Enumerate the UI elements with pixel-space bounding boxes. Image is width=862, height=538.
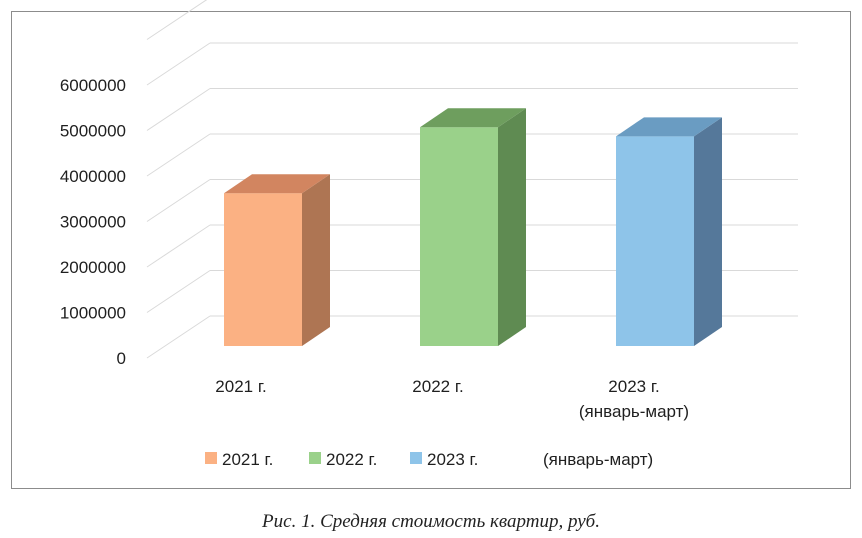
y-axis: 0 1000000 2000000 3000000 4000000 5000000 6000… <box>60 76 126 368</box>
gridline-diagonal <box>146 179 211 222</box>
y-tick-label: 0 <box>117 349 126 368</box>
bar-front <box>224 193 302 346</box>
bar <box>420 108 526 346</box>
bar-side <box>302 174 330 346</box>
y-tick-label: 3000000 <box>60 213 126 232</box>
legend-item: 2021 г. <box>205 450 273 469</box>
bar-top <box>616 117 722 137</box>
bars <box>224 108 722 346</box>
y-tick-label: 4000000 <box>60 167 126 186</box>
x-tick-label: 2022 г. <box>412 377 463 396</box>
gridline-diagonal <box>146 88 211 131</box>
legend-label: 2021 г. <box>222 450 273 469</box>
legend-swatch <box>205 452 217 464</box>
y-tick-label: 2000000 <box>60 258 126 277</box>
legend-item: 2023 г. <box>410 450 478 469</box>
gridline-diagonal <box>146 270 211 313</box>
gridline-diagonal <box>146 42 211 86</box>
legend-swatch <box>410 452 422 464</box>
x-tick-label-line2: (январь-март) <box>579 402 689 421</box>
y-tick-label: 6000000 <box>60 76 126 95</box>
bar-front <box>616 136 694 346</box>
gridline-diagonal <box>146 315 211 359</box>
bar-top <box>224 174 330 194</box>
y-tick-label: 5000000 <box>60 122 126 141</box>
figure-caption: Рис. 1. Средняя стоимость квартир, руб. <box>262 511 600 532</box>
bar-side <box>498 108 526 346</box>
y-tick-label: 1000000 <box>60 304 126 323</box>
bar <box>616 117 722 346</box>
bar-side <box>694 117 722 346</box>
bar-top <box>420 108 526 128</box>
legend-label: 2023 г. <box>427 450 478 469</box>
gridline-diagonal <box>146 133 211 177</box>
legend-label: 2022 г. <box>326 450 377 469</box>
legend: 2021 г. 2022 г. 2023 г. (январь-март) <box>205 450 653 469</box>
legend-label-suffix: (январь-март) <box>543 450 653 469</box>
gridline-diagonal <box>146 0 208 40</box>
legend-item: 2022 г. <box>309 450 377 469</box>
bar <box>224 174 330 346</box>
gridline-diagonal <box>146 224 211 268</box>
bar-front <box>420 127 498 346</box>
bar-chart: 0 1000000 2000000 3000000 4000000 5000000 6000… <box>60 0 798 469</box>
x-tick-label: 2021 г. <box>215 377 266 396</box>
legend-swatch <box>309 452 321 464</box>
x-tick-label: 2023 г. <box>608 377 659 396</box>
x-axis: 2021 г. 2022 г. 2023 г. (январь-март) <box>215 377 689 421</box>
